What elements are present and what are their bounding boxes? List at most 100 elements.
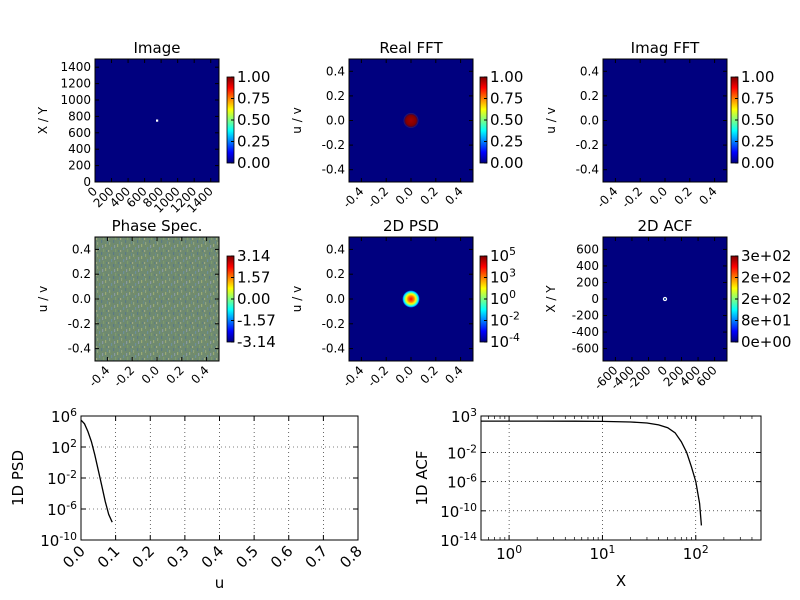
axes-frame xyxy=(94,58,220,183)
y-axis-label: 1D ACF xyxy=(413,451,431,506)
colorbar-tick-label: 0.25 xyxy=(237,133,270,151)
heatmap-area xyxy=(603,59,727,182)
y-tick-label: 0.2 xyxy=(580,89,599,103)
heatmap-5: 2D PSD-0.4-0.2 0.0 0.2 0.4-0.4-0.20.00.20.4… xyxy=(290,217,520,390)
line-chart-2: 100 101 102 10-14 10-10 10-6 10-2 103 X 1D ACF xyxy=(413,406,762,590)
plot-area xyxy=(481,416,761,540)
colorbar-tick-label: 3e+02 xyxy=(741,247,791,265)
x-tick-label: 0.0 xyxy=(139,363,162,386)
y-tick-label: 200 xyxy=(576,275,599,289)
x-tick-label: -0.2 xyxy=(619,184,645,210)
central-ring xyxy=(662,296,668,302)
heatmap-area xyxy=(95,237,219,361)
y-tick-label: 10-10 xyxy=(440,501,477,521)
colorbar-tick-label: -1.57 xyxy=(237,312,276,330)
colorbar-tick-label: 0.00 xyxy=(237,290,270,308)
x-tick-label: 0.0 xyxy=(393,184,416,207)
x-tick-label: 0.0 xyxy=(393,363,416,386)
central-disk xyxy=(403,113,419,128)
chart-title: 2D PSD xyxy=(383,217,439,235)
y-tick-label: -0.2 xyxy=(576,138,599,152)
colorbar-tick-label: 10-2 xyxy=(490,310,520,330)
y-tick-label: 0.0 xyxy=(72,292,91,306)
x-tick-label: 600 xyxy=(694,363,720,389)
y-tick-label: 1400 xyxy=(60,60,91,74)
y-tick-label: 0 xyxy=(83,175,91,189)
colorbar-tick-label: 1.00 xyxy=(490,68,523,86)
x-tick-label: -0.4 xyxy=(340,363,366,389)
y-tick-label: -400 xyxy=(572,325,599,339)
x-tick-label: 0.1 xyxy=(94,542,124,572)
y-tick-label: 200 xyxy=(68,159,91,173)
x-tick-label: 0.7 xyxy=(302,542,332,572)
x-axis-label: u xyxy=(215,574,225,592)
x-tick-label: -0.4 xyxy=(594,184,620,210)
y-tick-label: 10-2 xyxy=(447,442,477,462)
heatmap-2: Real FFT-0.4-0.2 0.0 0.2 0.4-0.4-0.20.00.20… xyxy=(290,39,523,211)
colorbar-tick-label: 8e+01 xyxy=(741,312,791,330)
heatmap-3: Imag FFT-0.4-0.2 0.0 0.2 0.4-0.4-0.20.00.20… xyxy=(544,39,774,211)
y-tick-label: 0.2 xyxy=(326,89,345,103)
y-tick-label: 600 xyxy=(576,242,599,256)
x-tick-label: 0.4 xyxy=(198,542,228,572)
chart-title: Real FFT xyxy=(379,39,443,57)
colorbar-tick-label: 105 xyxy=(490,245,516,265)
colorbar-tick-label: 0.25 xyxy=(490,133,523,151)
y-tick-label: 0.2 xyxy=(326,267,345,281)
heatmap-1: Image02004006008001000120014000200400600… xyxy=(36,39,270,216)
colorbar-tick-label: 0.75 xyxy=(490,90,523,108)
y-tick-label: 10-2 xyxy=(47,468,77,488)
y-tick-label: 0.0 xyxy=(326,114,345,128)
y-tick-label: 10-6 xyxy=(447,472,477,492)
y-tick-label: 0.2 xyxy=(72,267,91,281)
chart-title: 2D ACF xyxy=(638,217,693,235)
colorbar-tick-label: 1.00 xyxy=(237,68,270,86)
x-tick-label: -0.2 xyxy=(111,363,137,389)
y-axis-label: u / v xyxy=(290,107,304,133)
y-tick-label: -0.4 xyxy=(68,342,91,356)
central-ring-core xyxy=(664,298,666,300)
chart-title: Imag FFT xyxy=(631,39,701,57)
colorbar-tick-label: 10-4 xyxy=(490,331,520,351)
axes-frame xyxy=(480,415,762,541)
plot-area xyxy=(81,416,358,540)
colorbar-tick-label: 3.14 xyxy=(237,247,270,265)
x-tick-label: 0.2 xyxy=(672,184,695,207)
bright-point xyxy=(156,119,159,122)
x-tick-label: 0.4 xyxy=(442,184,465,207)
x-tick-label: -0.2 xyxy=(365,184,391,210)
y-tick-label: 0.0 xyxy=(580,114,599,128)
colorbar-tick-label: -3.14 xyxy=(237,333,276,351)
y-tick-label: -0.2 xyxy=(322,138,345,152)
colorbar-tick-label: 0.50 xyxy=(237,111,270,129)
y-tick-label: -600 xyxy=(572,342,599,356)
y-axis-label: X / Y xyxy=(544,285,558,313)
colorbar-tick-label: 2e+02 xyxy=(741,290,791,308)
y-axis-label: u / v xyxy=(36,286,50,312)
y-tick-label: -0.4 xyxy=(576,163,599,177)
y-axis-label: 1D PSD xyxy=(9,450,27,506)
x-tick-label: 0.2 xyxy=(128,542,158,572)
x-tick-label: 0.2 xyxy=(418,363,441,386)
y-tick-label: 0.4 xyxy=(326,64,345,78)
y-tick-label: 600 xyxy=(68,126,91,140)
x-tick-label: 0.0 xyxy=(647,184,670,207)
chart-title: Phase Spec. xyxy=(112,217,203,235)
y-tick-label: 400 xyxy=(576,259,599,273)
colorbar-tick-label: 0.25 xyxy=(741,133,774,151)
colorbar-tick-label: 0.50 xyxy=(741,111,774,129)
colorbar-tick-label: 0.00 xyxy=(741,154,774,172)
y-tick-label: 0 xyxy=(591,292,599,306)
colorbar-tick-label: 1.00 xyxy=(741,68,774,86)
y-tick-label: 10-14 xyxy=(440,530,477,550)
y-tick-label: -0.2 xyxy=(68,317,91,331)
x-tick-label: -0.4 xyxy=(86,363,112,389)
y-tick-label: 10-6 xyxy=(47,499,77,519)
x-tick-label: 0.6 xyxy=(267,542,297,572)
y-tick-label: 1200 xyxy=(60,77,91,91)
heatmap-6: 2D ACF-600-400-200 0200400600-600-400-200… xyxy=(544,217,791,392)
x-tick-label: 0.2 xyxy=(418,184,441,207)
y-axis-label: u / v xyxy=(544,107,558,133)
y-tick-label: 0.4 xyxy=(72,242,91,256)
